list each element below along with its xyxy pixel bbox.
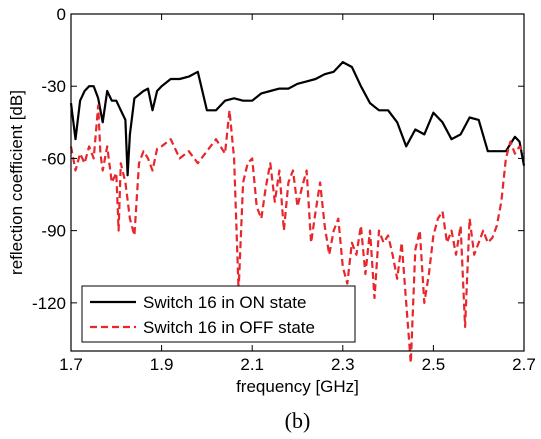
series-line-off-state [69, 104, 525, 365]
y-tick-label: -120 [32, 294, 66, 313]
legend-label-on: Switch 16 in ON state [143, 293, 306, 312]
figure-caption: (b) [285, 408, 311, 433]
x-axis-label: frequency [GHz] [236, 377, 359, 396]
y-tick-label: 0 [57, 5, 66, 24]
x-tick-label: 1.9 [150, 355, 174, 374]
tick-layer: 1.7 1.9 2.1 2.3 2.5 2.7 0 -30 -60 -90 -120 [32, 5, 536, 374]
x-tick-label: 2.7 [512, 355, 536, 374]
legend-label-off: Switch 16 in OFF state [143, 318, 315, 337]
x-tick-label: 2.1 [240, 355, 264, 374]
y-tick-label: -60 [41, 149, 66, 168]
y-tick-label: -90 [41, 222, 66, 241]
legend-box [81, 285, 356, 343]
legend: Switch 16 in ON state Switch 16 in OFF s… [81, 285, 356, 343]
x-tick-label: 2.3 [331, 355, 355, 374]
x-tick-label: 2.5 [422, 355, 446, 374]
series-line-on-state [69, 60, 526, 177]
x-tick-label: 1.7 [59, 355, 83, 374]
y-tick-label: -30 [41, 77, 66, 96]
y-axis-label: reflection coefficient [dB] [7, 90, 26, 275]
plot-frame [70, 13, 525, 352]
series-layer [69, 60, 526, 365]
